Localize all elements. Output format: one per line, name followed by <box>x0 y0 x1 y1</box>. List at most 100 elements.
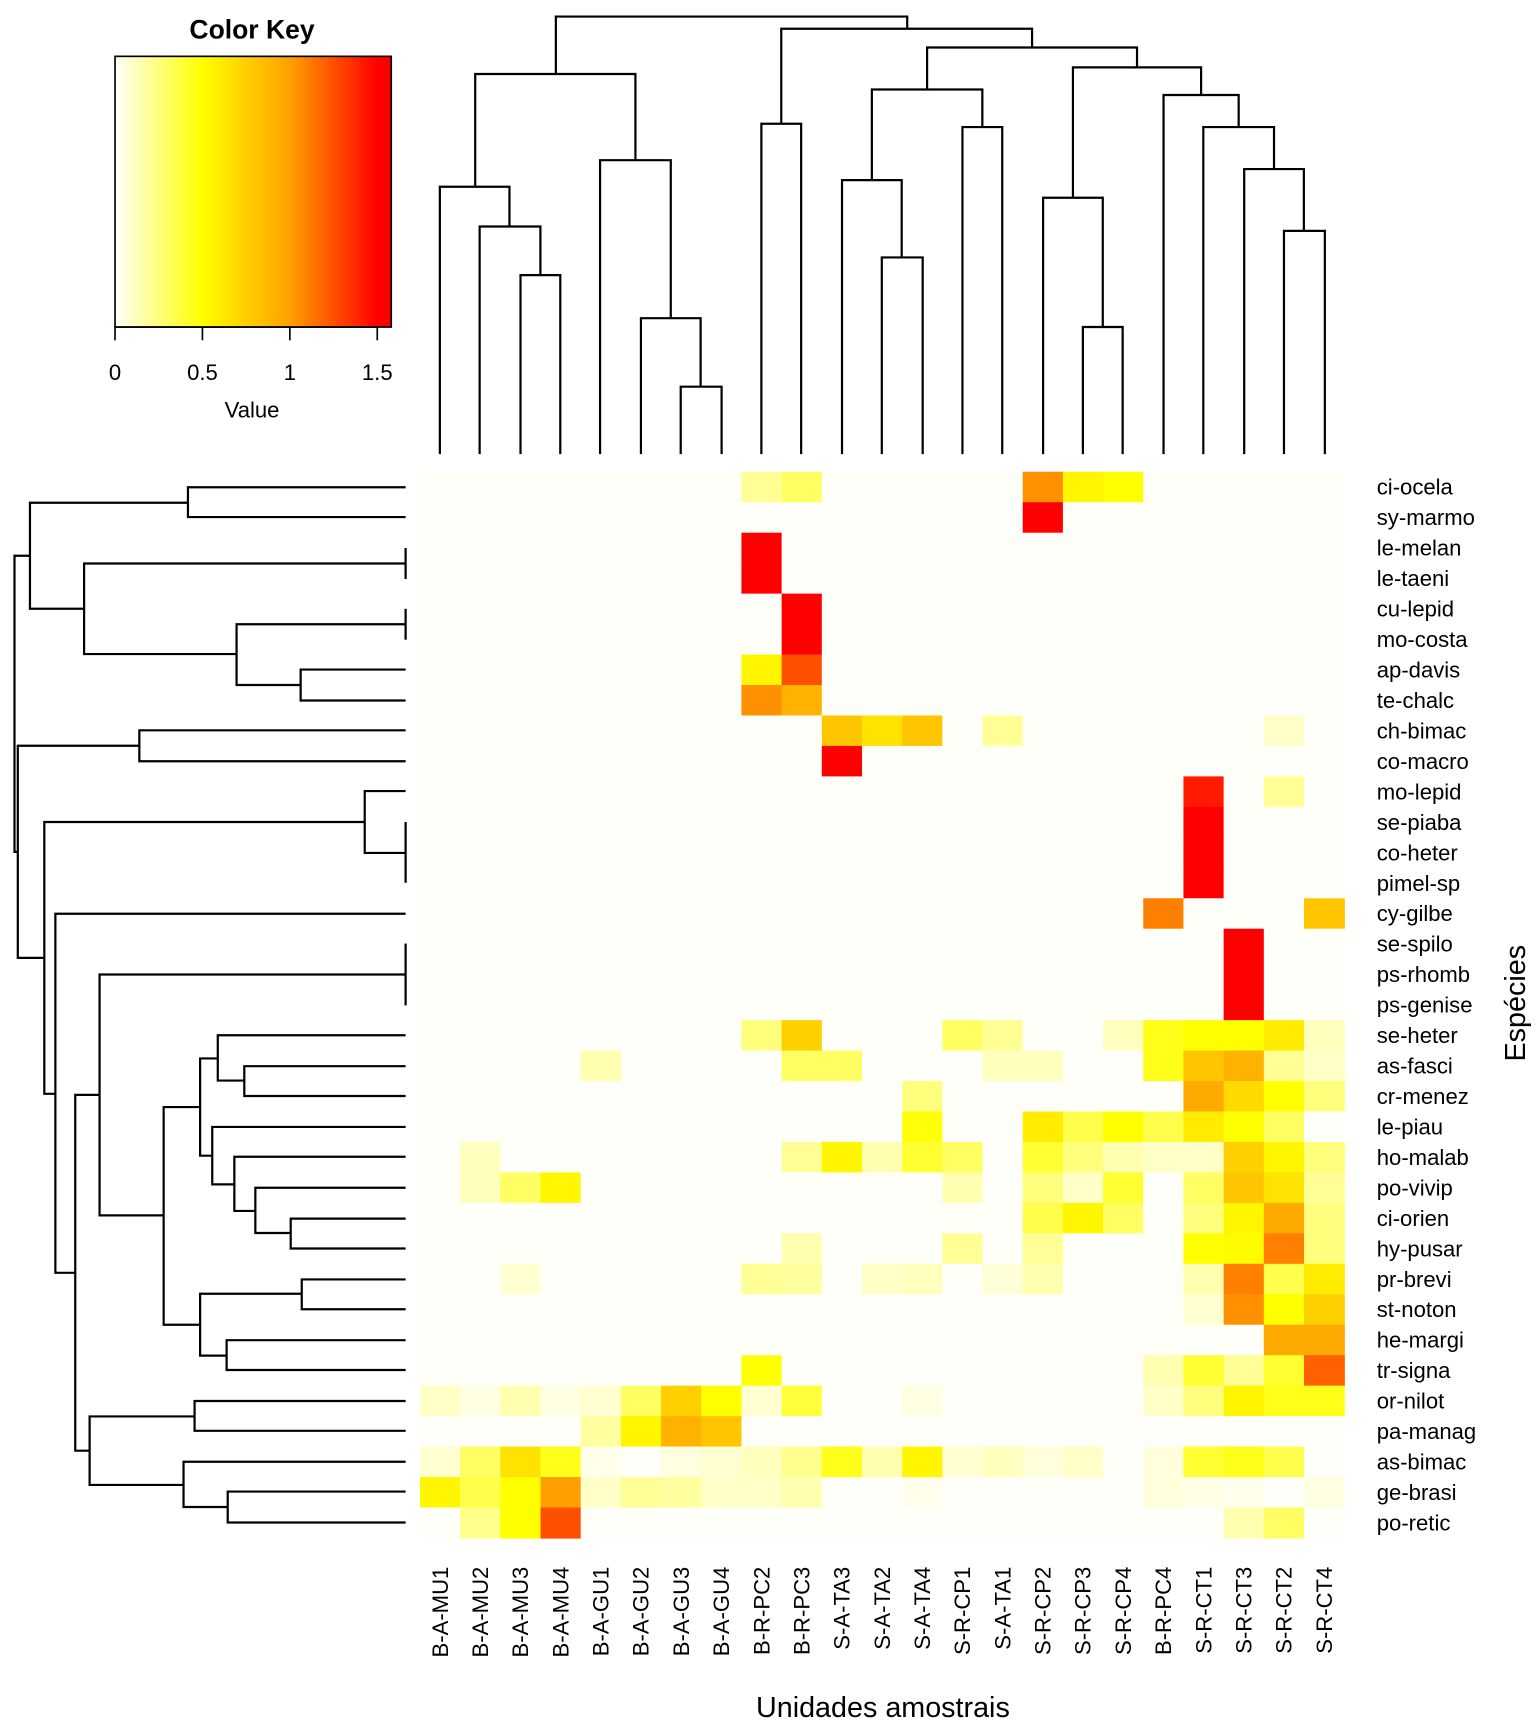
heatmap-cell <box>902 502 944 534</box>
row-label: ps-rhomb <box>1377 962 1470 987</box>
heatmap-cell <box>460 471 501 503</box>
heatmap-cell <box>1223 471 1265 503</box>
heatmap-cell <box>741 837 783 869</box>
heatmap-cell <box>741 1477 783 1509</box>
heatmap-cell <box>1022 1141 1064 1174</box>
heatmap-cell <box>620 837 662 869</box>
heatmap-cell <box>1263 715 1305 747</box>
heatmap-cell <box>460 1263 501 1295</box>
heatmap-cell <box>620 1172 662 1204</box>
heatmap-cell <box>1304 837 1345 869</box>
heatmap-cell <box>1022 1477 1064 1509</box>
heatmap-cell <box>1223 1385 1265 1417</box>
heatmap-cell <box>1062 563 1104 595</box>
heatmap-cell <box>1103 1416 1144 1448</box>
heatmap-cell <box>821 1050 863 1082</box>
heatmap-cell <box>701 1263 743 1295</box>
heatmap-cell <box>741 1172 783 1204</box>
heatmap-cell <box>942 471 984 503</box>
heatmap-cell <box>1223 502 1265 534</box>
heatmap-cell <box>460 654 501 686</box>
heatmap-cell <box>460 1050 501 1082</box>
heatmap-cell <box>1103 654 1144 686</box>
heatmap-cell <box>1062 1477 1104 1509</box>
heatmap-cell <box>1263 745 1305 778</box>
column-label: S-R-CT3 <box>1231 1567 1256 1654</box>
heatmap-cell <box>1304 685 1345 717</box>
heatmap-cell <box>500 715 542 747</box>
heatmap-cell <box>419 1416 461 1448</box>
heatmap-cell <box>1062 471 1104 503</box>
heatmap-cell <box>1263 1050 1305 1082</box>
heatmap-cell <box>540 837 582 869</box>
row-dendrogram <box>13 486 407 1524</box>
heatmap-cell <box>540 928 582 960</box>
heatmap-cell <box>781 745 823 778</box>
heatmap-cell <box>580 837 622 869</box>
heatmap-cell <box>1183 1202 1225 1235</box>
heatmap-cell <box>580 1202 622 1235</box>
heatmap-cell <box>661 1172 702 1204</box>
heatmap-cell <box>1103 624 1144 656</box>
heatmap-cell <box>661 1141 702 1174</box>
heatmap-cell <box>419 532 461 564</box>
heatmap-cell <box>1223 928 1265 960</box>
heatmap-cell <box>1223 685 1265 717</box>
heatmap-cell <box>1263 806 1305 838</box>
heatmap-cell <box>942 502 984 534</box>
heatmap-cell <box>1183 1355 1225 1387</box>
heatmap-cell <box>419 471 461 503</box>
heatmap-cell <box>620 1020 662 1052</box>
heatmap-cell <box>902 715 944 747</box>
heatmap-cell <box>861 776 903 808</box>
heatmap-cell <box>1223 624 1265 656</box>
heatmap-cell <box>1263 1477 1305 1509</box>
heatmap-cell <box>861 685 903 717</box>
heatmap-cell <box>419 837 461 869</box>
heatmap-cell <box>942 1477 984 1509</box>
heatmap-cell <box>781 806 823 838</box>
heatmap-cell <box>1143 1111 1185 1143</box>
heatmap-cell <box>419 1477 461 1509</box>
row-label: mo-costa <box>1377 627 1469 652</box>
heatmap-cell <box>500 959 542 991</box>
heatmap-cell <box>540 1385 582 1417</box>
heatmap-cell <box>861 624 903 656</box>
heatmap-cell <box>419 1202 461 1235</box>
heatmap-cell <box>902 1477 944 1509</box>
heatmap-cell <box>580 1385 622 1417</box>
heatmap-cell <box>902 563 944 595</box>
heatmap-cell <box>781 685 823 717</box>
heatmap-cell <box>620 532 662 564</box>
heatmap-cell <box>902 1141 944 1174</box>
heatmap-cell <box>982 563 1024 595</box>
heatmap-cell <box>580 806 622 838</box>
heatmap-cell <box>1183 1294 1225 1326</box>
heatmap-cell <box>1304 1416 1345 1448</box>
heatmap-cell <box>821 532 863 564</box>
heatmap-cell <box>902 1355 944 1387</box>
heatmap-cell <box>701 1141 743 1174</box>
heatmap-cell <box>540 1263 582 1295</box>
heatmap-cell <box>1304 1263 1345 1295</box>
heatmap-cell <box>1103 1233 1144 1265</box>
heatmap-cell <box>661 1507 702 1539</box>
heatmap-cell <box>620 1263 662 1295</box>
heatmap-cell <box>1062 1141 1104 1174</box>
heatmap-cell <box>1103 776 1144 808</box>
heatmap-cell <box>781 1294 823 1326</box>
heatmap-cell <box>1022 593 1064 625</box>
heatmap-cell <box>781 502 823 534</box>
heatmap-cell <box>902 1172 944 1204</box>
heatmap-cell <box>1223 1233 1265 1265</box>
heatmap-cell <box>741 593 783 625</box>
heatmap-cell <box>741 1263 783 1295</box>
color-key-label: Value <box>225 398 280 423</box>
heatmap-cell <box>419 1263 461 1295</box>
color-key: Color Key 0 0.5 1 1.5 Value <box>109 15 393 423</box>
heatmap-cell <box>1103 715 1144 747</box>
heatmap-cell <box>861 867 903 899</box>
heatmap-cell <box>861 959 903 991</box>
heatmap-cell <box>1183 1233 1225 1265</box>
heatmap-cell <box>540 1050 582 1082</box>
